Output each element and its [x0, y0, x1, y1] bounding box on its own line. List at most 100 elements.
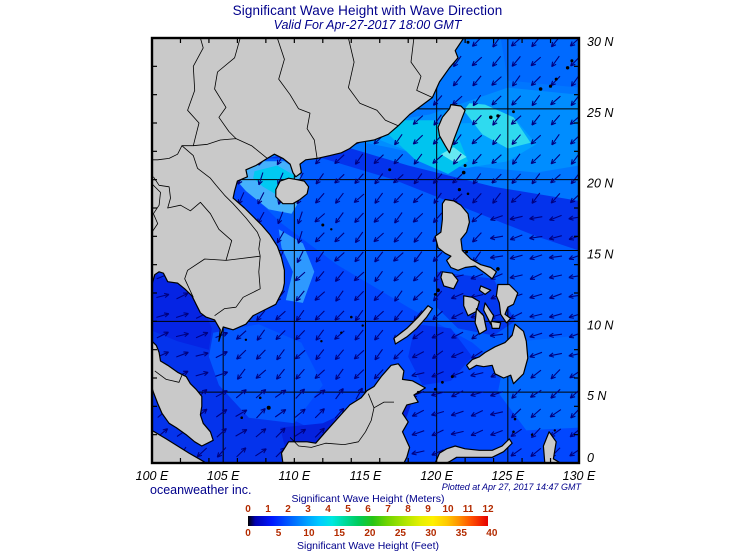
lat-label-5: 5 N: [587, 389, 607, 403]
meters-tick-10: 10: [442, 504, 454, 515]
political-border: [367, 393, 375, 408]
meters-tick-2: 2: [285, 504, 291, 515]
meters-tick-6: 6: [365, 504, 371, 515]
lat-label-20: 20 N: [586, 177, 614, 191]
land-negros: [474, 308, 488, 335]
islet: [258, 396, 262, 400]
feet-tick-15: 15: [333, 528, 345, 539]
political-border: [153, 176, 233, 261]
lon-label-110: 110 E: [278, 469, 310, 483]
meters-tick-4: 4: [325, 504, 331, 515]
islet: [512, 110, 515, 114]
political-border: [187, 38, 204, 146]
land-halmahera: [542, 431, 562, 463]
meters-tick-11: 11: [462, 504, 474, 515]
land-luzon: [434, 198, 497, 280]
land-borneo: [280, 363, 426, 463]
feet-tick-10: 10: [303, 528, 315, 539]
land-sulawesi: [434, 438, 513, 463]
sea-patch-kuroshio-cyan: [463, 103, 531, 149]
political-border: [181, 145, 261, 257]
islet: [466, 192, 470, 196]
lat-label-15: 15 N: [587, 248, 614, 262]
lon-label-130: 130 E: [563, 469, 596, 483]
political-border: [276, 38, 318, 159]
land-taiwan: [437, 103, 466, 154]
sea-patch-sulu-dim: [408, 324, 473, 386]
colorbar-meters-scale: 0 1 2 3 4 5 6 7 8 9 10 11 12: [245, 504, 493, 515]
islet: [416, 390, 420, 394]
land-palawan: [393, 305, 433, 345]
credit-text: oceanweather inc.: [150, 483, 252, 497]
islet: [433, 387, 437, 391]
lon-label-105: 105 E: [207, 469, 240, 483]
land-asia-mainland: [152, 38, 465, 342]
land-sumatra: [152, 429, 207, 463]
islet: [457, 188, 461, 192]
islet: [513, 417, 517, 421]
lat-label-0: 0: [587, 451, 594, 465]
islet: [388, 168, 392, 172]
lon-label-115: 115 E: [350, 469, 382, 483]
political-border: [154, 370, 183, 383]
lat-label-10: 10 N: [587, 318, 614, 332]
islet: [554, 77, 558, 81]
political-border: [410, 38, 433, 98]
frame-layer: [150, 36, 581, 465]
sea-patch-ne-corner-dim: [500, 38, 579, 88]
islet: [320, 340, 323, 343]
land-mindanao: [466, 323, 529, 385]
political-border: [289, 401, 394, 448]
islet: [496, 114, 500, 118]
border-layer: [152, 38, 433, 448]
islet: [553, 429, 556, 432]
feet-tick-35: 35: [455, 528, 467, 539]
islet: [361, 324, 364, 327]
islet: [548, 84, 553, 88]
political-border: [347, 38, 399, 127]
colorbar-meters-label: Significant Wave Height (Meters): [291, 493, 445, 505]
islet: [463, 164, 467, 167]
map-frame: [150, 36, 581, 465]
meters-tick-7: 7: [385, 504, 391, 515]
lat-label-25: 25 N: [586, 106, 614, 120]
islet: [244, 338, 248, 341]
land-malay-peninsula: [152, 340, 214, 447]
feet-tick-40: 40: [486, 528, 498, 539]
islet: [530, 433, 534, 436]
lat-label-30: 30 N: [587, 35, 614, 49]
islet: [496, 267, 500, 271]
land-mindoro: [440, 271, 459, 290]
land-layer: [152, 38, 562, 463]
chart-subtitle: Valid For Apr-27-2017 18:00 GMT: [273, 18, 462, 32]
meters-tick-5: 5: [345, 504, 351, 515]
land-samar-leyte: [495, 283, 519, 324]
chart-title: Significant Wave Height with Wave Direct…: [232, 3, 503, 18]
islet: [350, 315, 353, 319]
meters-tick-8: 8: [405, 504, 411, 515]
meters-tick-3: 3: [305, 504, 311, 515]
islet: [466, 40, 470, 44]
axis-labels: 100 E 105 E 110 E 115 E 120 E 125 E 130 E 30 N 2…: [136, 35, 615, 483]
meters-tick-9: 9: [425, 504, 431, 515]
colorbar-gradient-bar: [248, 516, 488, 526]
political-border: [214, 256, 261, 317]
islet: [240, 416, 243, 420]
islet: [538, 87, 543, 91]
feet-tick-20: 20: [364, 528, 376, 539]
colorbar-feet-label: Significant Wave Height (Feet): [296, 540, 439, 552]
political-border: [184, 255, 261, 298]
wave-arrows-sulu-sea: [411, 330, 483, 360]
islet: [565, 66, 570, 70]
islet-layer: [240, 40, 574, 436]
sea-patch-vietnam-band: [278, 229, 315, 303]
lon-label-100: 100 E: [136, 469, 169, 483]
islet: [340, 331, 343, 334]
land-hainan: [275, 177, 310, 205]
feet-tick-0: 0: [245, 528, 251, 539]
land-masbate: [478, 285, 492, 295]
meters-tick-0: 0: [245, 504, 251, 515]
